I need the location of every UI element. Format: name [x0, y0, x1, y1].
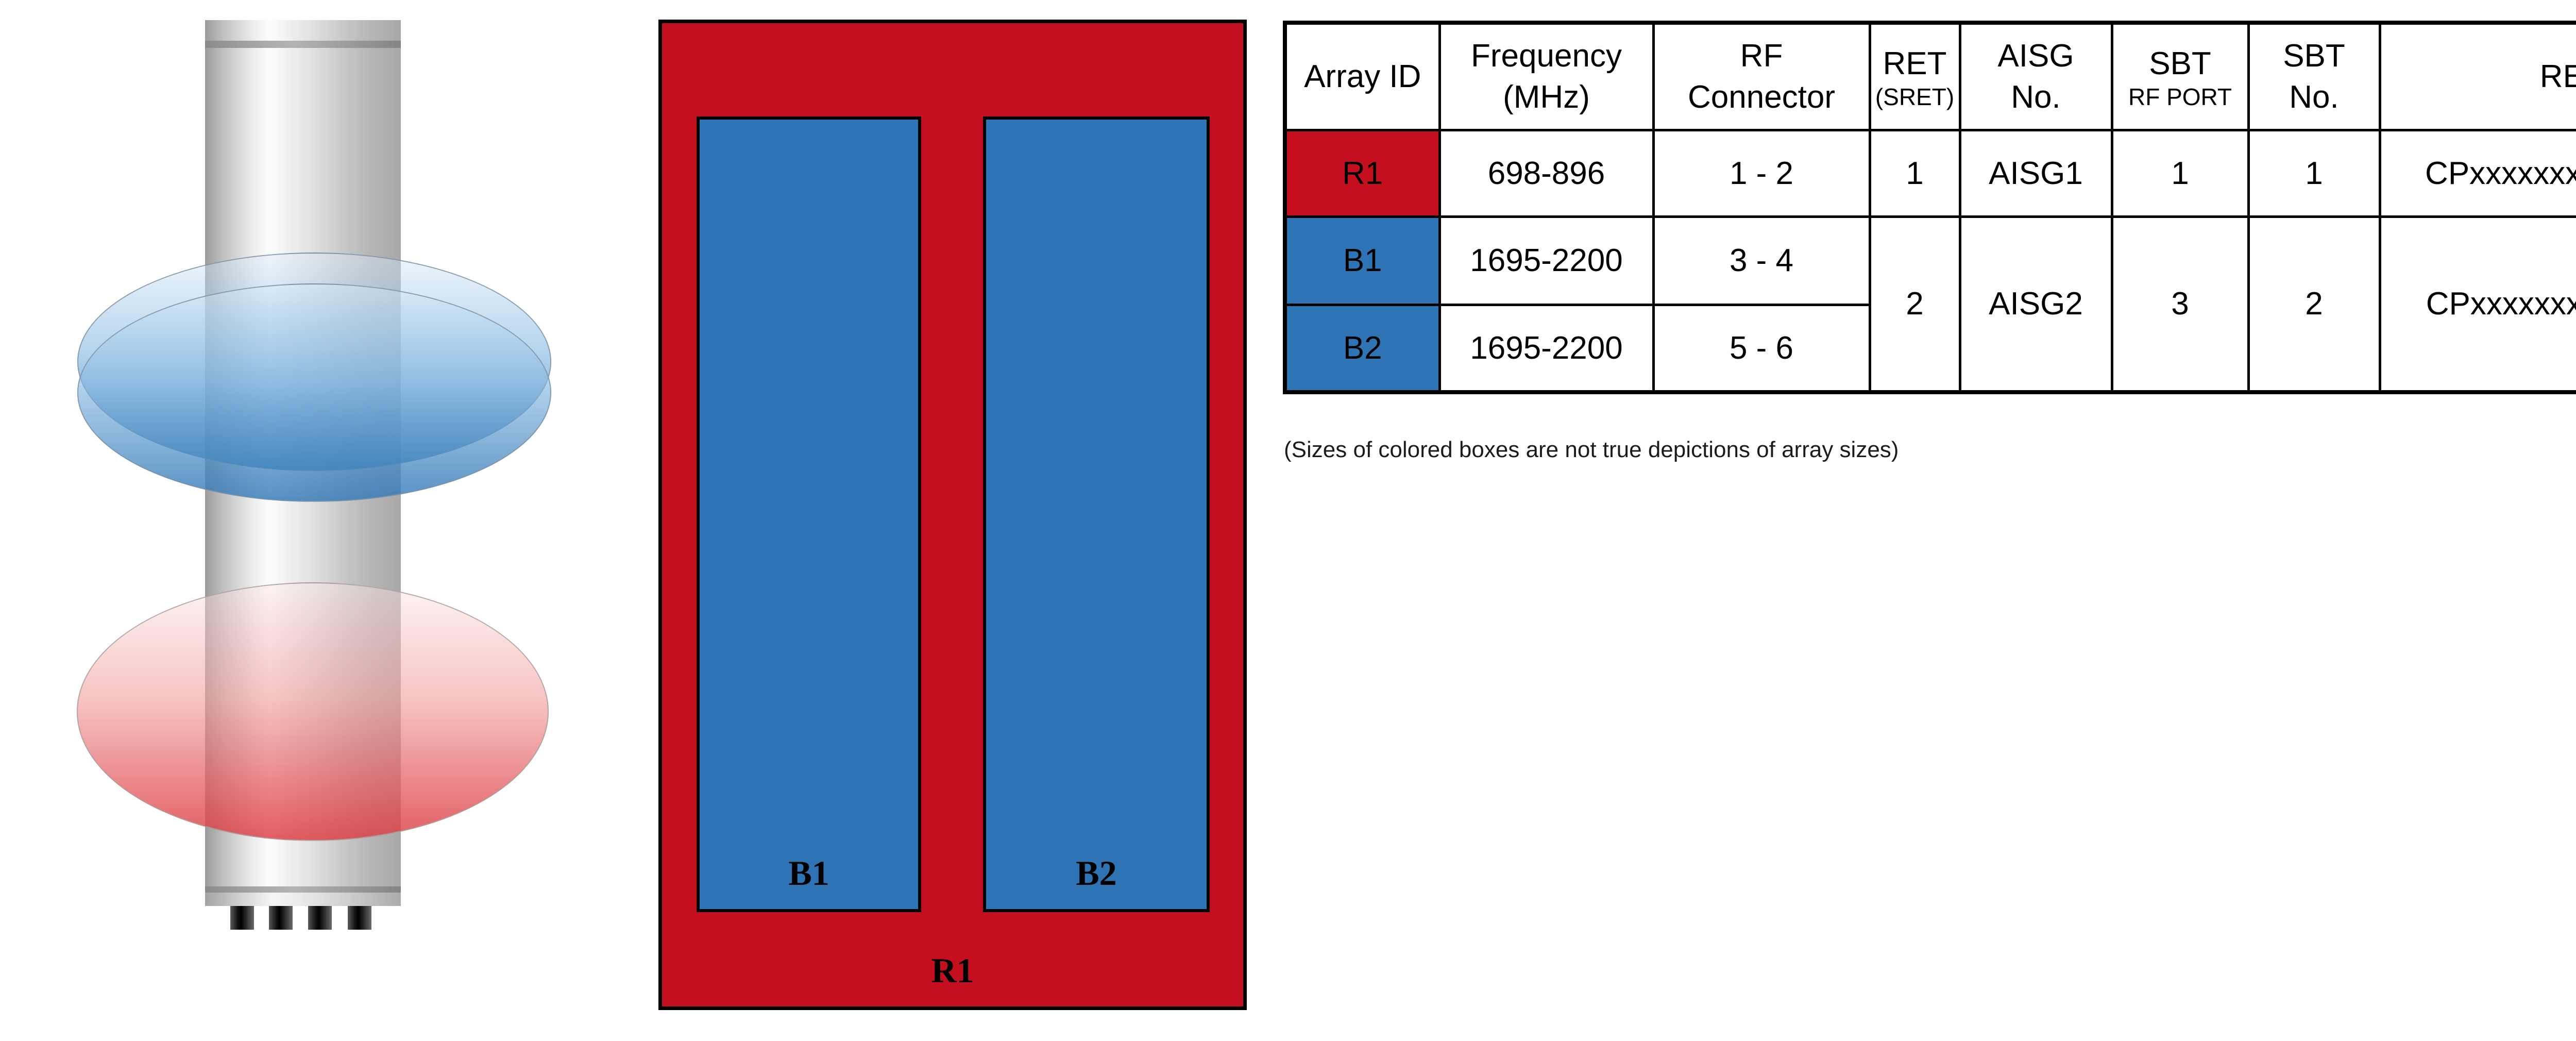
col-header-aisg-no: AISG No.: [1958, 21, 2113, 131]
rf-connector-stub-3: [308, 906, 332, 930]
array-panel-r1-label: R1: [931, 951, 974, 990]
col-header-rf-connector: RF Connector: [1652, 21, 1871, 131]
cell-array-id-b1: B1: [1283, 215, 1441, 306]
cell-frequency-b1: 1695-2200: [1438, 215, 1655, 306]
rf-connector-stub-2: [269, 906, 293, 930]
cell-sbt-rf-port-b-merged: 3: [2110, 215, 2250, 394]
cell-ret-uid-r1: CPxxxxxxxxxxxxxxxxxR1: [2378, 128, 2576, 218]
port-configuration-table: Array ID Frequency (MHz) RF Connector RET(…: [1283, 21, 2576, 394]
cell-ret-uid-b-merged: CPxxxxxxxxxxxxxxxxxB1: [2378, 215, 2576, 394]
cell-sbt-no-b-merged: 2: [2247, 215, 2381, 394]
size-disclaimer-note: (Sizes of colored boxes are not true dep…: [1284, 437, 1899, 462]
table-header-row: Array ID Frequency (MHz) RF Connector RET(…: [1283, 21, 2576, 131]
array-box-b1: B1: [697, 116, 921, 912]
cell-aisg-b-merged: AISG2: [1958, 215, 2113, 394]
col-header-sbt-no: SBT No.: [2247, 21, 2381, 131]
array-box-b2: B2: [983, 116, 1210, 912]
antenna-bottom-seam: [205, 886, 401, 893]
antenna-bottom-cap: [205, 893, 401, 906]
table-row-b2: B2 1695-2200 5 - 6: [1283, 303, 2576, 394]
col-header-frequency: Frequency (MHz): [1438, 21, 1655, 131]
col-header-ret-uid: RET UID: [2378, 21, 2576, 131]
cell-rf-connector-b1: 3 - 4: [1652, 215, 1871, 306]
cell-array-id-b2: B2: [1283, 303, 1441, 394]
cell-frequency-r1: 698-896: [1438, 128, 1655, 218]
cell-ret-r1: 1: [1868, 128, 1961, 218]
col-header-sbt-rf-port: SBT RF PORT: [2110, 21, 2250, 131]
antenna-top-seam: [205, 41, 401, 48]
cell-array-id-r1: R1: [1283, 128, 1441, 218]
cell-frequency-b2: 1695-2200: [1438, 303, 1655, 394]
table-row-b1: B1 1695-2200 3 - 4 2 AISG2 3 2 CPxxxxxxx…: [1283, 215, 2576, 394]
col-header-ret-sret: RET (SRET): [1868, 21, 1961, 131]
cell-rf-connector-b2: 5 - 6: [1652, 303, 1871, 394]
beam-ellipse-red: [77, 582, 549, 841]
cell-aisg-r1: AISG1: [1958, 128, 2113, 218]
cell-sbt-no-r1: 1: [2247, 128, 2381, 218]
rf-connector-stub-1: [230, 906, 254, 930]
col-header-array-id: Array ID: [1283, 21, 1441, 131]
array-box-b2-label: B2: [1076, 853, 1117, 893]
cell-sbt-rf-port-r1: 1: [2110, 128, 2250, 218]
rf-connector-stub-4: [348, 906, 371, 930]
beam-ellipse-blue-lower: [77, 283, 551, 502]
cell-ret-b-merged: 2: [1868, 215, 1961, 394]
table-row-r1: R1 698-896 1 - 2 1 AISG1 1 1 CPxxxxxxxxx…: [1283, 128, 2576, 218]
array-box-b1-label: B1: [788, 853, 829, 893]
cell-rf-connector-r1: 1 - 2: [1652, 128, 1871, 218]
